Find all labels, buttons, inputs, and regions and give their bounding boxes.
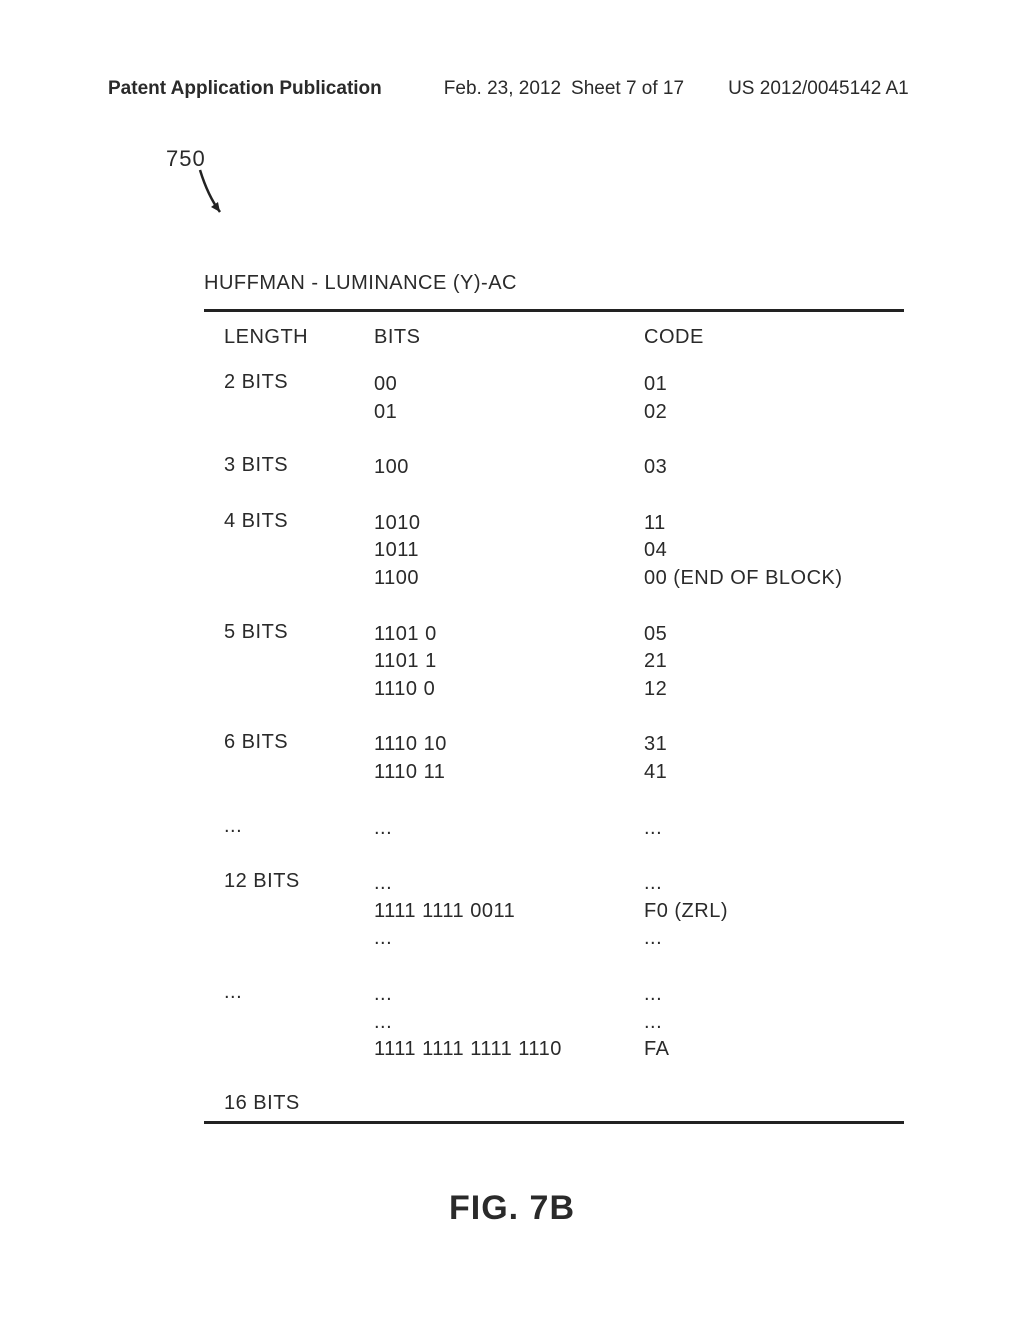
code-cell: 03 <box>644 454 904 482</box>
code-value: ... <box>644 870 904 898</box>
code-cell: ...F0 (ZRL)... <box>644 870 904 953</box>
bits-cell: 100 <box>374 454 644 482</box>
col-header-code: CODE <box>644 326 904 349</box>
bits-cell: ...1111 1111 0011... <box>374 870 644 953</box>
code-value: FA <box>644 1036 904 1064</box>
bits-value: 1100 <box>374 565 644 593</box>
length-cell: 4 BITS <box>224 510 374 593</box>
bits-value: 01 <box>374 399 644 427</box>
code-value: 05 <box>644 621 904 649</box>
code-value: 41 <box>644 759 904 787</box>
bits-value: 1101 1 <box>374 648 644 676</box>
sheet-number: Sheet 7 of 17 <box>571 78 684 100</box>
code-value: 03 <box>644 454 904 482</box>
huffman-table-region: HUFFMAN - LUMINANCE (Y)-AC LENGTH BITS C… <box>204 272 904 1124</box>
bits-value: 1110 11 <box>374 759 644 787</box>
bits-value: ... <box>374 981 644 1009</box>
bits-cell <box>374 1092 644 1115</box>
bits-value: ... <box>374 815 644 843</box>
length-cell: ... <box>224 815 374 843</box>
table-row: ......... <box>204 815 904 843</box>
bits-value: ... <box>374 1009 644 1037</box>
bits-value: 1110 10 <box>374 731 644 759</box>
code-cell <box>644 1092 904 1115</box>
bits-cell: 1101 01101 11110 0 <box>374 621 644 704</box>
code-value: 04 <box>644 537 904 565</box>
code-value: 31 <box>644 731 904 759</box>
length-cell: 5 BITS <box>224 621 374 704</box>
bits-cell: ......1111 1111 1111 1110 <box>374 981 644 1064</box>
code-value: 12 <box>644 676 904 704</box>
table-row: 16 BITS <box>204 1092 904 1115</box>
bits-value: 00 <box>374 371 644 399</box>
bits-value: ... <box>374 870 644 898</box>
bits-value: 1111 1111 1111 1110 <box>374 1036 644 1064</box>
bits-value: 1111 1111 0011 <box>374 898 644 926</box>
code-value: 01 <box>644 371 904 399</box>
code-value: ... <box>644 925 904 953</box>
bits-cell: ... <box>374 815 644 843</box>
code-value: 11 <box>644 510 904 538</box>
bits-value: ... <box>374 925 644 953</box>
bits-value: 1110 0 <box>374 676 644 704</box>
code-value: 21 <box>644 648 904 676</box>
code-value: 02 <box>644 399 904 427</box>
table-row: 4 BITS101010111100110400 (END OF BLOCK) <box>204 510 904 593</box>
code-value: ... <box>644 981 904 1009</box>
length-cell: 12 BITS <box>224 870 374 953</box>
document-number: US 2012/0045142 A1 <box>728 78 909 100</box>
code-cell: ......FA <box>644 981 904 1064</box>
col-header-length: LENGTH <box>224 326 374 349</box>
publication-date: Feb. 23, 2012 <box>444 78 561 100</box>
bits-cell: 101010111100 <box>374 510 644 593</box>
length-cell: 6 BITS <box>224 731 374 786</box>
figure-caption: FIG. 7B <box>0 1189 1024 1228</box>
table-header-row: LENGTH BITS CODE <box>204 312 904 365</box>
bits-value: 1011 <box>374 537 644 565</box>
publication-label: Patent Application Publication <box>108 78 382 100</box>
length-cell: 3 BITS <box>224 454 374 482</box>
col-header-bits: BITS <box>374 326 644 349</box>
bits-value: 100 <box>374 454 644 482</box>
table-row: 3 BITS10003 <box>204 454 904 482</box>
code-value: ... <box>644 815 904 843</box>
bits-value: 1010 <box>374 510 644 538</box>
code-cell: ... <box>644 815 904 843</box>
table-row: 6 BITS1110 101110 113141 <box>204 731 904 786</box>
code-value: ... <box>644 1009 904 1037</box>
code-value: F0 (ZRL) <box>644 898 904 926</box>
bits-value: 1101 0 <box>374 621 644 649</box>
table-title: HUFFMAN - LUMINANCE (Y)-AC <box>204 272 904 295</box>
huffman-table: LENGTH BITS CODE 2 BITS00010102 3 BITS100… <box>204 309 904 1124</box>
code-value: 00 (END OF BLOCK) <box>644 565 904 593</box>
bits-cell: 1110 101110 11 <box>374 731 644 786</box>
page-header: Patent Application Publication Feb. 23, … <box>0 78 1024 100</box>
code-cell: 052112 <box>644 621 904 704</box>
bits-cell: 0001 <box>374 371 644 426</box>
length-cell: ... <box>224 981 374 1064</box>
reference-callout: 750 <box>166 146 206 172</box>
length-cell: 16 BITS <box>224 1092 374 1115</box>
table-row: 12 BITS...1111 1111 0011......F0 (ZRL)..… <box>204 870 904 953</box>
code-cell: 110400 (END OF BLOCK) <box>644 510 904 593</box>
table-row: 5 BITS1101 01101 11110 0052112 <box>204 621 904 704</box>
reference-arrow-icon <box>196 168 236 224</box>
table-row: 2 BITS00010102 <box>204 371 904 426</box>
code-cell: 3141 <box>644 731 904 786</box>
table-row: .........1111 1111 1111 1110......FA <box>204 981 904 1064</box>
code-cell: 0102 <box>644 371 904 426</box>
length-cell: 2 BITS <box>224 371 374 426</box>
